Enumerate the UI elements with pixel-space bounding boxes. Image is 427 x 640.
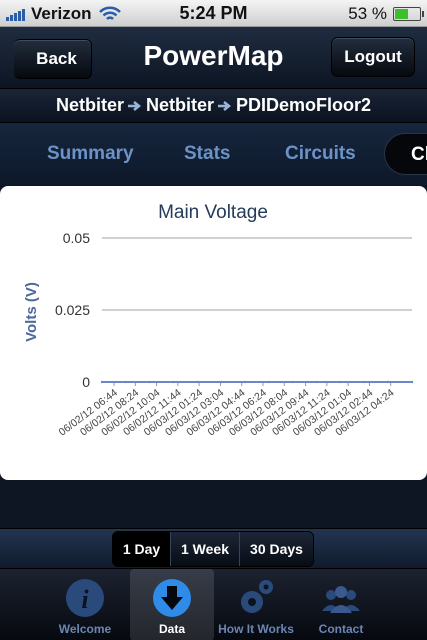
tabbar-label: How It Works [218, 622, 294, 636]
y-tick-label: 0.05 [63, 230, 90, 246]
status-bar: Verizon 5:24 PM 53 % [0, 0, 427, 27]
battery-percent: 53 % [348, 4, 387, 23]
tabbar-label: Welcome [58, 622, 112, 636]
data-point [291, 380, 294, 384]
tabbar-how-it-works[interactable]: How It Works [214, 569, 298, 640]
data-point [315, 380, 318, 384]
tabbar-label: Contact [318, 622, 364, 636]
chart-title: Main Voltage [158, 202, 268, 223]
section-tabs: Summary Stats Circuits Ch [0, 123, 427, 185]
data-point [124, 380, 128, 384]
gears-icon [241, 580, 273, 613]
range-bar: 1 Day 1 Week 30 Days [0, 528, 427, 568]
range-1-day-button[interactable]: 1 Day [113, 532, 171, 566]
y-tick-label: 0 [82, 374, 90, 390]
tabbar-label: Data [158, 622, 185, 636]
download-icon [153, 579, 191, 617]
data-point [386, 380, 390, 384]
data-point [267, 380, 271, 384]
y-tick-label: 0.025 [55, 302, 90, 318]
range-selector: 1 Day 1 Week 30 Days [112, 531, 314, 567]
svg-text:i: i [81, 585, 89, 614]
info-icon: i [66, 579, 104, 617]
breadcrumb-item[interactable]: PDIDemoFloor2 [236, 95, 372, 115]
people-icon [322, 586, 360, 613]
data-point [220, 380, 223, 384]
data-point [243, 380, 247, 384]
nav-bar: Back PowerMap Logout [0, 27, 427, 89]
data-point [196, 380, 199, 384]
data-point [100, 380, 104, 384]
back-button[interactable]: Back [14, 39, 92, 79]
clock: 5:24 PM [179, 3, 248, 23]
y-axis-label: Volts (V) [23, 282, 40, 342]
arrow-right-icon [127, 100, 141, 111]
tab-bar: i Welcome Data How It Works Contact [0, 568, 427, 640]
tab-circuits[interactable]: Circuits [285, 143, 356, 164]
tabbar-contact[interactable]: Contact [299, 569, 383, 640]
data-point [410, 380, 414, 384]
chart-card: Main Voltage Volts (V) 0.05 0.025 0 06/02/12 … [0, 186, 427, 480]
wifi-icon [99, 6, 122, 20]
tab-stats[interactable]: Stats [184, 143, 231, 164]
range-1-week-button[interactable]: 1 Week [171, 532, 240, 566]
tabbar-welcome[interactable]: i Welcome [43, 569, 127, 640]
signal-icon [6, 7, 26, 21]
app-title: PowerMap [143, 40, 284, 71]
range-30-days-button[interactable]: 30 Days [240, 532, 313, 566]
breadcrumb-item[interactable]: Netbiter [55, 95, 124, 115]
carrier-label: Verizon [31, 4, 92, 23]
data-point [339, 380, 342, 384]
tab-summary[interactable]: Summary [47, 143, 134, 164]
data-point [172, 380, 175, 384]
breadcrumb: Netbiter Netbiter PDIDemoFloor2 [0, 89, 427, 123]
tabbar-data[interactable]: Data [130, 569, 214, 640]
arrow-right-icon [218, 100, 232, 111]
battery-icon [393, 7, 424, 21]
breadcrumb-item[interactable]: Netbiter [145, 95, 214, 115]
logout-button[interactable]: Logout [331, 37, 415, 77]
tab-active[interactable]: Ch [384, 133, 427, 175]
data-point [363, 380, 366, 384]
data-point [148, 380, 151, 384]
